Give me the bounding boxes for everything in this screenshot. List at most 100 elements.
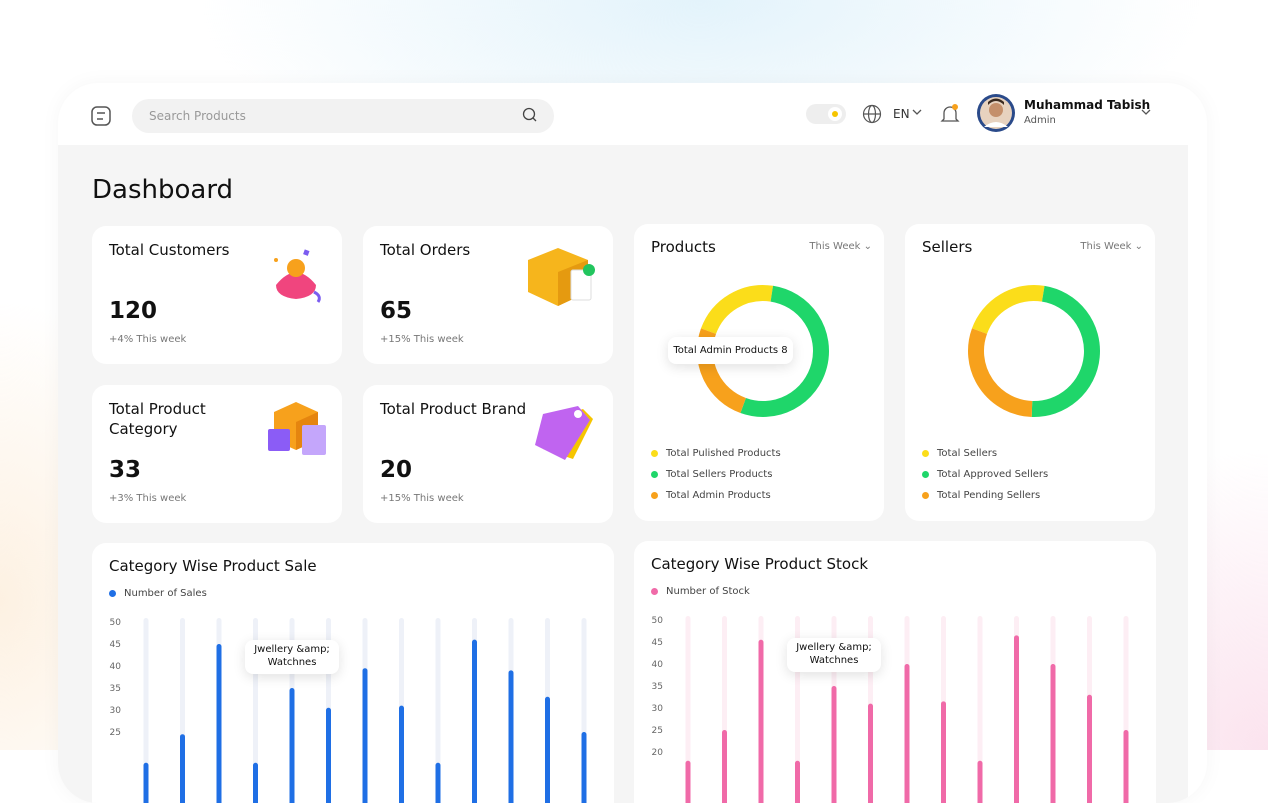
donut-segment <box>1031 285 1100 417</box>
legend-label: Total Admin Products <box>666 490 771 501</box>
legend-label: Total Pending Sellers <box>937 490 1041 501</box>
bar <box>1014 635 1019 803</box>
chart-title: Sellers <box>922 238 973 256</box>
legend-dot <box>651 491 658 499</box>
bar-card: Category Wise Product Stock Number of St… <box>634 541 1156 803</box>
legend-dot <box>922 491 929 499</box>
bar <box>472 639 477 803</box>
donut-card: Products This Week ⌄ Total Pulished Prod… <box>634 224 884 521</box>
bar <box>362 668 368 803</box>
y-tick-label: 25 <box>652 726 663 736</box>
stat-change: +15% This week <box>380 334 464 345</box>
y-tick-label: 30 <box>652 704 664 714</box>
legend-dot <box>922 470 929 478</box>
stat-change: +4% This week <box>109 334 187 345</box>
donut-segment <box>740 285 829 417</box>
bar <box>289 688 295 803</box>
bar <box>904 664 910 803</box>
search-box[interactable] <box>132 99 554 133</box>
bar <box>758 639 764 803</box>
search-placeholder: Search Products <box>149 109 246 123</box>
tooltip: Total Admin Products 8 <box>668 337 793 364</box>
y-tick-label: 50 <box>110 618 122 628</box>
tooltip: Jwellery &amp; Watchnes <box>787 638 881 672</box>
bar <box>216 644 222 803</box>
donut-segment <box>971 285 1045 335</box>
bar <box>581 732 587 803</box>
y-tick-label: 30 <box>110 706 122 716</box>
illustration <box>528 248 595 306</box>
app-window: Search Products EN Muhammad Tabish Admin… <box>58 83 1207 803</box>
period-select[interactable]: This Week ⌄ <box>1080 241 1143 252</box>
legend-label: Number of Sales <box>124 588 207 599</box>
bar <box>1050 664 1056 803</box>
bar <box>722 730 727 803</box>
bar <box>435 762 441 803</box>
stat-card: Total Product Category 33 +3% This week <box>92 385 342 523</box>
stat-title: Total Product Category <box>109 400 206 438</box>
legend-item: Total Admin Products <box>651 490 771 501</box>
legend-item: Number of Sales <box>109 588 207 599</box>
legend-dot <box>651 587 658 595</box>
y-tick-label: 45 <box>652 638 663 648</box>
chart-title: Category Wise Product Sale <box>109 557 317 575</box>
stat-value: 120 <box>109 298 158 324</box>
legend-dot <box>922 449 929 457</box>
stat-change: +15% This week <box>380 493 464 504</box>
header-icons <box>91 94 1151 133</box>
illustration <box>268 402 326 455</box>
period: This Week <box>809 241 861 252</box>
bar <box>399 705 404 803</box>
legend-label: Total Sellers <box>937 448 998 459</box>
stat-card: Total Customers 120 +4% This week <box>92 226 342 364</box>
illustration <box>535 406 593 460</box>
legend-item: Total Sellers <box>922 448 997 459</box>
bar <box>868 703 873 803</box>
legend-label: Number of Stock <box>666 586 750 597</box>
donut-segment <box>968 328 1033 417</box>
chart-title: Products <box>651 238 716 256</box>
legend-item: Number of Stock <box>651 586 750 597</box>
menu-icon[interactable] <box>91 106 111 126</box>
illustration <box>274 249 321 303</box>
bar <box>1087 694 1092 803</box>
legend-dot <box>109 589 116 597</box>
language[interactable]: EN <box>893 107 910 121</box>
bar <box>180 734 185 803</box>
stat-card: Total Orders 65 +15% This week <box>363 226 613 364</box>
legend-dot <box>651 470 658 478</box>
bar <box>831 686 837 803</box>
y-tick-label: 45 <box>110 640 121 650</box>
legend-dot <box>651 449 658 457</box>
tooltip: Jwellery &amp; Watchnes <box>245 640 339 674</box>
bar <box>326 707 331 803</box>
stat-value: 20 <box>380 457 413 483</box>
content: Dashboard Total Customers 120 +4% This w… <box>58 145 1188 803</box>
stat-change: +3% This week <box>109 493 187 504</box>
legend-item: Total Approved Sellers <box>922 469 1048 480</box>
donut-card: Sellers This Week ⌄ Total Sellers Total A… <box>905 224 1155 521</box>
user-name: Muhammad Tabish <box>1024 98 1151 112</box>
bar-card: Category Wise Product Sale Number of Sal… <box>92 543 614 803</box>
user-role: Admin <box>1024 115 1056 126</box>
bar <box>253 762 258 803</box>
period-select[interactable]: This Week ⌄ <box>809 241 872 252</box>
legend-label: Total Sellers Products <box>666 469 773 480</box>
stat-title: Total Customers <box>109 241 230 259</box>
period: This Week <box>1080 241 1132 252</box>
bar <box>795 760 800 803</box>
bar <box>685 760 691 803</box>
legend-item: Total Pending Sellers <box>922 490 1040 501</box>
stat-title: Total Product Brand <box>380 400 527 418</box>
bar <box>143 762 149 803</box>
legend-label: Total Pulished Products <box>666 448 781 459</box>
chart-title: Category Wise Product Stock <box>651 555 869 573</box>
stat-value: 65 <box>380 298 413 324</box>
y-tick-label: 50 <box>652 616 664 626</box>
page-title: Dashboard <box>92 175 234 205</box>
bar <box>941 701 946 803</box>
legend-item: Total Sellers Products <box>651 469 772 480</box>
stat-value: 33 <box>109 457 142 483</box>
bar <box>977 760 983 803</box>
bar <box>508 670 514 803</box>
